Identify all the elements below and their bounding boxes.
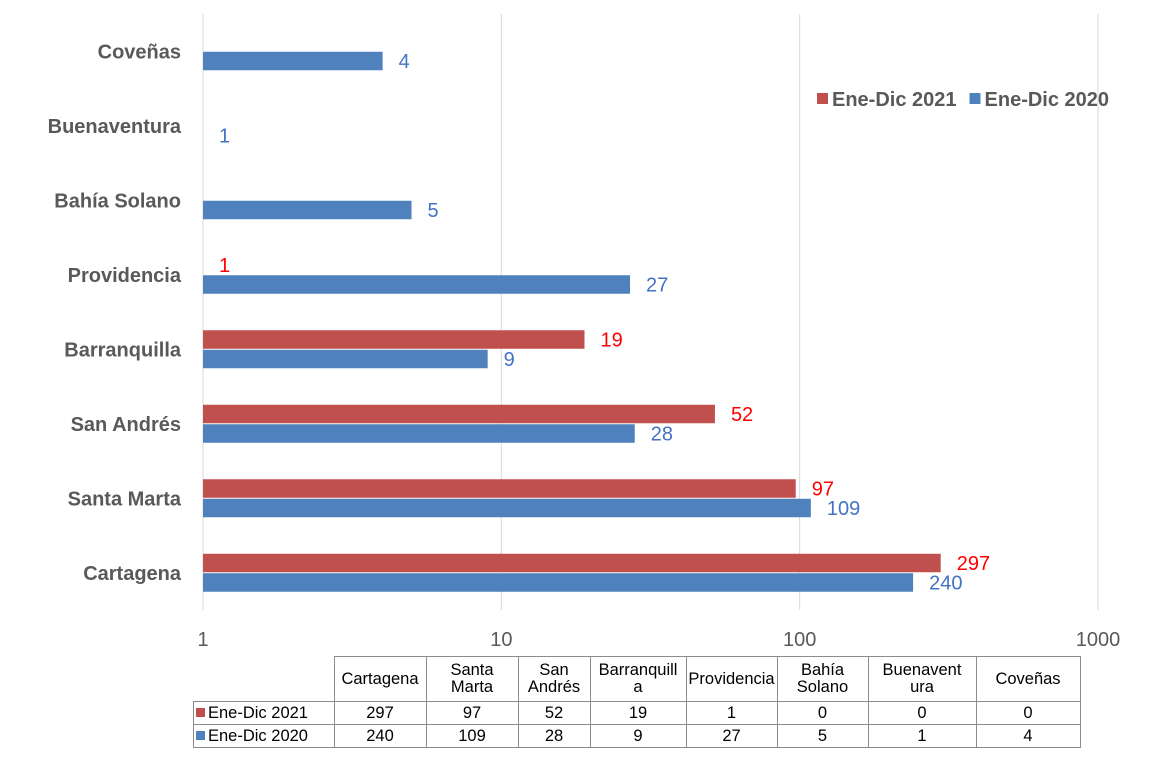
- table-row: Ene-Dic 2020 240 109 28 9 27 5 1 4: [193, 724, 1081, 748]
- table-cell: 0: [867, 701, 977, 725]
- series-name: Ene-Dic 2021: [208, 703, 308, 722]
- table-row-header: Ene-Dic 2020: [193, 724, 335, 748]
- data-label: 97: [812, 479, 834, 501]
- table-cell: 9: [589, 724, 687, 748]
- table-cell: 297: [333, 701, 427, 725]
- legend-label: Ene-Dic 2020: [985, 89, 1110, 111]
- bar-2020: [203, 200, 412, 220]
- category-label: Providencia: [68, 265, 182, 287]
- table-header-row: Cartagena Santa Marta San Andrés Barranquill…: [193, 656, 1081, 702]
- legend-key-swatch: [196, 730, 205, 740]
- bar-2020: [203, 424, 635, 443]
- data-label: 4: [399, 51, 410, 73]
- table-column-header: Santa Marta: [425, 656, 519, 702]
- table-column-header: Bahía Solano: [776, 656, 869, 702]
- category-label: Coveñas: [98, 41, 181, 63]
- data-label: 52: [731, 404, 753, 426]
- series-name: Ene-Dic 2020: [208, 726, 308, 745]
- table-column-header: Buenavent ura: [867, 656, 977, 702]
- gridlines: [202, 14, 1099, 610]
- table-cell: 109: [425, 724, 519, 748]
- data-label: 1: [219, 126, 230, 148]
- table-column-header: Coveñas: [975, 656, 1081, 702]
- category-label: Santa Marta: [68, 488, 182, 510]
- bar-2020: [203, 51, 383, 71]
- data-table: Cartagena Santa Marta San Andrés Barranquill…: [193, 656, 1081, 748]
- category-label: Barranquilla: [64, 339, 182, 361]
- header-text-part: Marta: [450, 678, 494, 696]
- category-label: San Andrés: [71, 414, 181, 436]
- data-label: 9: [504, 349, 515, 371]
- data-label: 28: [651, 424, 673, 446]
- table-column-header: San Andrés: [517, 656, 591, 702]
- data-label: 1: [219, 255, 230, 277]
- bar-2020: [203, 349, 488, 369]
- data-label: 19: [600, 330, 622, 352]
- legend-swatch: [817, 93, 828, 104]
- bar-2020: [203, 498, 811, 518]
- x-axis-tick-labels: 1 10 100 1000: [197, 629, 1120, 650]
- header-text-part: a: [633, 678, 643, 696]
- legend: Ene-Dic 2021 Ene-Dic 2020: [817, 89, 1109, 111]
- data-label: 27: [646, 275, 668, 297]
- x-tick-label: 1: [197, 629, 208, 650]
- legend-swatch: [969, 93, 981, 104]
- table-cell: 0: [776, 701, 869, 725]
- table-cell: 52: [517, 701, 591, 725]
- table-cell: 240: [333, 724, 427, 748]
- legend-label: Ene-Dic 2021: [832, 89, 957, 111]
- table-column-header: Barranquill a: [589, 656, 687, 702]
- category-label: Cartagena: [83, 563, 182, 585]
- table-cell: 5: [776, 724, 869, 748]
- table-column-header: Cartagena: [333, 656, 427, 702]
- header-text-part: Bahía: [800, 661, 845, 679]
- table-cell: 1: [685, 701, 778, 725]
- x-tick-label: 1000: [1076, 629, 1121, 650]
- table-column-header: Providencia: [685, 656, 778, 702]
- table-row-header: Ene-Dic 2021: [193, 701, 335, 725]
- legend-key-swatch: [196, 707, 205, 717]
- category-label: Bahía Solano: [54, 190, 181, 212]
- table-corner-cell: [193, 656, 335, 702]
- table-cell: 1: [867, 724, 977, 748]
- x-tick-label: 100: [783, 629, 816, 650]
- x-tick-label: 10: [490, 629, 512, 650]
- bar-2021: [203, 553, 941, 573]
- bar-2021: [203, 479, 796, 498]
- table-cell: 4: [975, 724, 1081, 748]
- data-label: 5: [428, 200, 439, 222]
- bar-2020: [203, 275, 631, 294]
- table-cell: 0: [975, 701, 1081, 725]
- header-text-part: ura: [910, 678, 934, 696]
- data-label: 240: [929, 573, 962, 595]
- bars: [203, 51, 941, 592]
- table-cell: 19: [589, 701, 687, 725]
- table-body: Ene-Dic 2021 297 97 52 19 1 0 0 0 Ene-Dic 2020 240…: [193, 701, 1081, 748]
- header-text-part: Barranquill: [598, 661, 678, 679]
- bar-2020: [203, 573, 914, 592]
- data-label: 297: [957, 553, 990, 575]
- table-cell: 97: [425, 701, 519, 725]
- table-row: Ene-Dic 2021 297 97 52 19 1 0 0 0: [193, 701, 1081, 725]
- header-text-part: Buenavent: [882, 661, 962, 679]
- category-label: Buenaventura: [48, 116, 182, 138]
- table-cell: 28: [517, 724, 591, 748]
- bar-2021: [203, 404, 715, 424]
- bar-2021: [203, 330, 585, 349]
- header-text-part: Santa: [450, 661, 494, 679]
- category-labels: Cartagena Santa Marta San Andrés Barranquil…: [48, 41, 182, 585]
- data-label: 109: [827, 498, 860, 520]
- table-cell: 27: [685, 724, 778, 748]
- header-text-part: Solano: [796, 678, 849, 696]
